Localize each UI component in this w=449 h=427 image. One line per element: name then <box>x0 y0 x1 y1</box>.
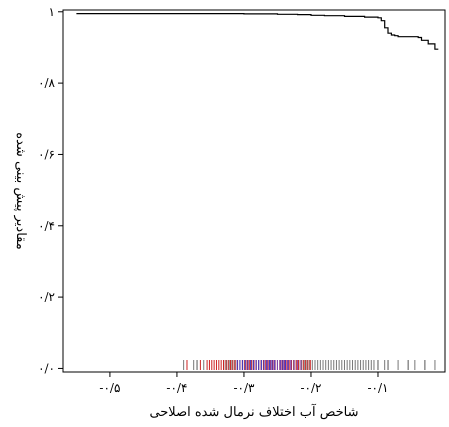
y-axis-title: مقادیر پیش بینی شده <box>13 132 28 249</box>
x-axis-title: شاخص آب اختلاف نرمال شده اصلاحی <box>149 403 358 420</box>
y-tick-label: ۰/۸ <box>38 76 55 90</box>
y-tick-label: ۰/۲ <box>38 290 55 304</box>
y-tick-label: ۱ <box>49 5 55 19</box>
x-tick-label: -۰/۵ <box>99 381 120 395</box>
x-tick-label: -۰/۳ <box>233 381 255 395</box>
y-tick-label: ۰/۰ <box>38 361 55 375</box>
x-tick-label: -۰/۲ <box>300 381 321 395</box>
plot-frame <box>62 9 446 373</box>
x-tick-label: -۰/۴ <box>166 381 187 395</box>
y-tick-label: ۰/۴ <box>38 219 55 233</box>
series-line <box>76 13 439 50</box>
x-axis: -۰/۵ -۰/۴ -۰/۳ -۰/۲ -۰/۱ <box>99 372 388 395</box>
rug-layer <box>183 360 436 370</box>
y-tick-label: ۰/۶ <box>38 147 55 161</box>
y-axis: ۰/۰ ۰/۲ ۰/۴ ۰/۶ ۰/۸ ۱ <box>38 5 63 375</box>
x-tick-label: -۰/۱ <box>367 381 388 395</box>
line-layer <box>76 13 439 50</box>
